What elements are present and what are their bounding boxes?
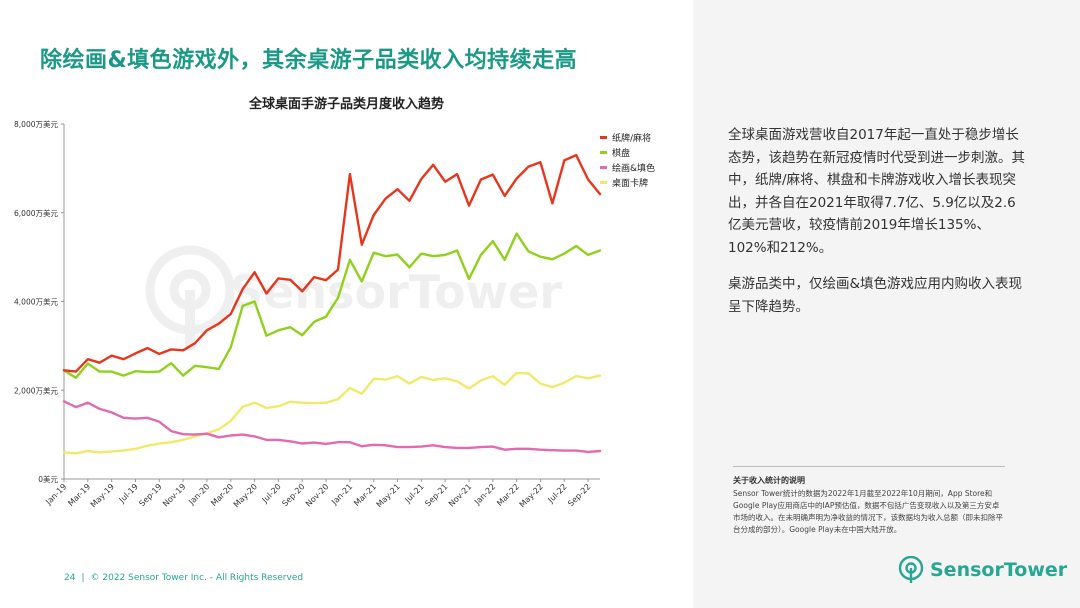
x-tick-label: Sep-20 xyxy=(280,482,306,508)
legend-swatch xyxy=(600,151,607,154)
x-tick-label: Jan-20 xyxy=(186,482,211,507)
x-tick-label: May-22 xyxy=(518,482,545,509)
sensortower-pin-icon xyxy=(898,556,924,583)
logo-text: SensorTower xyxy=(930,559,1068,581)
note-title: 关于收入统计的说明 xyxy=(733,476,805,485)
x-tick-label: Mar-21 xyxy=(352,482,378,508)
legend-label: 绘画&填色 xyxy=(612,164,656,174)
footer: 24 | © 2022 Sensor Tower Inc. - All Rights… xyxy=(64,573,303,583)
chart-legend: 纸牌/麻将棋盘绘画&填色桌面卡牌 xyxy=(600,130,655,190)
x-tick-label: Mar-22 xyxy=(495,482,521,508)
legend-swatch xyxy=(600,136,607,139)
legend-item: 棋盘 xyxy=(600,145,655,160)
body-paragraph-2: 桌游品类中，仅绘画&填色游戏应用内购收入表现呈下降趋势。 xyxy=(728,276,1023,315)
note-body: Sensor Tower统计的数据为2022年1月截至2022年10月期间，Ap… xyxy=(733,489,1003,534)
series-line xyxy=(62,400,602,454)
revenue-line-chart: 0美元 2,000万美元 4,000万美元 6,000万美元 8,000万美元 Jan-1… xyxy=(14,119,602,509)
page-title: 除绘画&填色游戏外，其余桌游子品类收入均持续走高 xyxy=(40,48,578,73)
sensortower-logo: SensorTower xyxy=(898,556,1067,584)
watermark-text: SensorTower xyxy=(230,265,562,319)
x-tick-label: Nov-21 xyxy=(447,482,473,508)
x-tick-label: Mar-20 xyxy=(209,482,235,508)
chart-title: 全球桌面手游子品类月度收入趋势 xyxy=(248,97,444,112)
x-tick-label: Jan-22 xyxy=(472,482,497,507)
legend-item: 纸牌/麻将 xyxy=(600,130,655,145)
y-tick-label: 0美元 xyxy=(38,474,58,484)
x-tick-label: May-20 xyxy=(232,482,259,509)
body-text: 全球桌面游戏营收自2017年起一直处于稳步增长态势，该趋势在新冠疫情时代受到进一… xyxy=(728,124,1028,332)
revenue-note: 关于收入统计的说明 Sensor Tower统计的数据为2022年1月截至202… xyxy=(733,466,1005,536)
footer-separator: | xyxy=(81,573,85,583)
body-paragraph-1: 全球桌面游戏营收自2017年起一直处于稳步增长态势，该趋势在新冠疫情时代受到进一… xyxy=(728,127,1025,256)
watermark-pin-icon xyxy=(145,245,235,350)
legend-label: 纸牌/麻将 xyxy=(612,134,652,144)
x-tick-label: Jan-19 xyxy=(43,482,68,507)
x-tick-label: Sep-22 xyxy=(566,482,592,508)
chart-panel: 除绘画&填色游戏外，其余桌游子品类收入均持续走高 全球桌面手游子品类月度收入趋势… xyxy=(14,48,656,583)
x-tick-label: Mar-19 xyxy=(66,482,92,508)
x-tick-label: Nov-20 xyxy=(304,482,330,508)
legend-swatch xyxy=(600,181,607,184)
legend-label: 桌面卡牌 xyxy=(612,179,649,189)
x-tick-label: May-21 xyxy=(375,482,402,509)
legend-item: 桌面卡牌 xyxy=(600,175,655,190)
x-tick-label: Sep-19 xyxy=(137,482,163,508)
y-tick-label: 4,000万美元 xyxy=(14,297,58,307)
series-line xyxy=(62,371,602,455)
x-tick-label: Sep-21 xyxy=(423,482,449,508)
series-line xyxy=(62,153,602,373)
copyright: © 2022 Sensor Tower Inc. - All Rights Re… xyxy=(90,573,304,583)
x-tick-label: Nov-19 xyxy=(161,482,187,508)
page-number: 24 xyxy=(64,573,76,583)
y-tick-label: 6,000万美元 xyxy=(14,208,58,218)
x-tick-label: May-19 xyxy=(89,482,116,509)
watermark-logo: SensorTower xyxy=(145,240,562,360)
legend-item: 绘画&填色 xyxy=(600,160,655,175)
series-line xyxy=(62,232,602,379)
y-tick-label: 8,000万美元 xyxy=(14,119,58,129)
x-tick-label: Jan-21 xyxy=(329,482,354,507)
legend-label: 棋盘 xyxy=(612,149,631,159)
text-panel xyxy=(693,0,1080,608)
legend-swatch xyxy=(600,166,607,169)
y-tick-label: 2,000万美元 xyxy=(14,385,58,395)
